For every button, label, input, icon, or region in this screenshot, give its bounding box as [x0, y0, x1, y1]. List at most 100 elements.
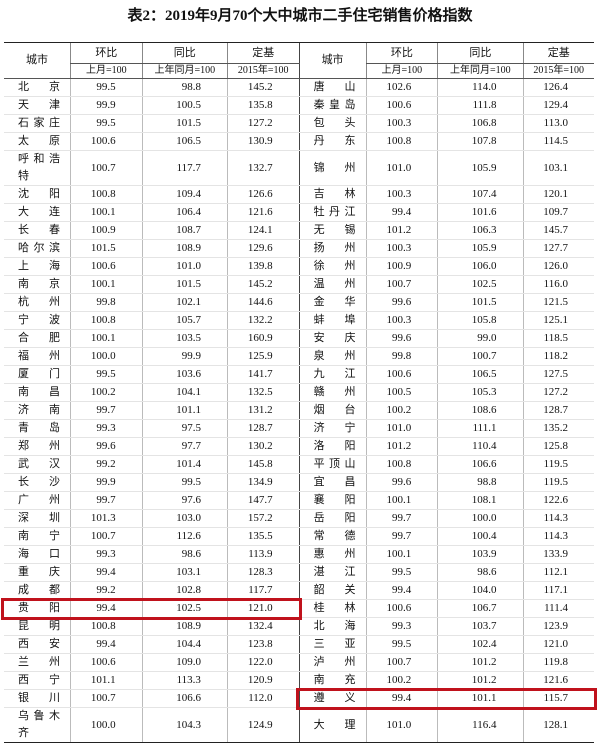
header-tb-sub: 上年同月=100 [437, 63, 523, 79]
city: 重庆 [4, 563, 71, 582]
mom-index: 100.3 [365, 114, 438, 133]
yoy-index: 109.4 [141, 185, 228, 204]
city: 贵阳 [4, 599, 71, 618]
mom-index: 99.2 [70, 581, 143, 600]
base-index: 120.1 [522, 185, 594, 204]
table-row: 青岛 99.3 97.5 128.7 济宁 101.0 111.1 135.2 [4, 419, 594, 438]
base-index: 145.2 [226, 78, 300, 97]
base-index: 109.7 [522, 203, 594, 222]
header-city: 城市 [298, 42, 367, 79]
city: 成都 [4, 581, 71, 600]
city: 海口 [4, 545, 71, 564]
city: 温州 [298, 275, 367, 294]
yoy-index: 106.5 [141, 132, 228, 151]
city: 北海 [298, 617, 367, 636]
yoy-index: 112.6 [141, 527, 228, 546]
yoy-index: 101.2 [437, 671, 523, 690]
mom-index: 99.3 [70, 419, 143, 438]
base-index: 115.7 [522, 689, 594, 708]
mom-index: 100.7 [70, 150, 143, 186]
mom-index: 100.3 [365, 185, 438, 204]
yoy-index: 108.7 [141, 221, 228, 240]
mom-index: 99.5 [70, 114, 143, 133]
city: 兰州 [4, 653, 71, 672]
table-row: 武汉 99.2 101.4 145.8 平顶山 100.8 106.6 119.5 [4, 455, 594, 474]
mom-index: 101.2 [365, 221, 438, 240]
base-index: 121.6 [226, 203, 300, 222]
city: 沈阳 [4, 185, 71, 204]
mom-index: 99.7 [70, 491, 143, 510]
table-row: 合肥 100.1 103.5 160.9 安庆 99.6 99.0 118.5 [4, 329, 594, 348]
city: 牡丹江 [298, 203, 367, 222]
yoy-index: 97.7 [141, 437, 228, 456]
yoy-index: 102.5 [141, 599, 228, 618]
header-tb-sub: 上年同月=100 [141, 63, 228, 79]
city: 石家庄 [4, 114, 71, 133]
base-index: 127.7 [522, 239, 594, 258]
table-row: 呼和浩特 100.7 117.7 132.7 锦州 101.0 105.9 103.1 [4, 150, 594, 186]
city: 上海 [4, 257, 71, 276]
city: 郑州 [4, 437, 71, 456]
city: 济南 [4, 401, 71, 420]
base-index: 125.8 [522, 437, 594, 456]
table-row: 银川 100.7 106.6 112.0 遵义 99.4 101.1 115.7 [4, 689, 594, 708]
base-index: 113.0 [522, 114, 594, 133]
city: 昆明 [4, 617, 71, 636]
table-row: 哈尔滨 101.5 108.9 129.6 扬州 100.3 105.9 127.7 [4, 239, 594, 258]
yoy-index: 103.1 [141, 563, 228, 582]
yoy-index: 110.4 [437, 437, 523, 456]
mom-index: 99.6 [365, 473, 438, 492]
mom-index: 100.8 [70, 617, 143, 636]
yoy-index: 106.5 [437, 365, 523, 384]
price-index-table: 城市 环比 同比 定基 城市 环比 同比 定基 上月=100 上年同月=100 … [4, 42, 594, 743]
mom-index: 99.6 [365, 293, 438, 312]
mom-index: 99.9 [70, 473, 143, 492]
yoy-index: 102.1 [141, 293, 228, 312]
city: 桂林 [298, 599, 367, 618]
yoy-index: 103.9 [437, 545, 523, 564]
city: 泸州 [298, 653, 367, 672]
yoy-index: 105.8 [437, 311, 523, 330]
table-title: 表2：2019年9月70个大中城市二手住宅销售价格指数 [127, 8, 473, 24]
yoy-index: 106.6 [141, 689, 228, 708]
header-dj: 定基 [522, 42, 594, 64]
city: 长沙 [4, 473, 71, 492]
yoy-index: 100.7 [437, 347, 523, 366]
base-index: 127.2 [522, 383, 594, 402]
base-index: 128.7 [522, 401, 594, 420]
table-row: 西宁 101.1 113.3 120.9 南充 100.2 101.2 121.6 [4, 671, 594, 690]
base-index: 124.1 [226, 221, 300, 240]
yoy-index: 114.0 [437, 78, 523, 97]
yoy-index: 102.8 [141, 581, 228, 600]
base-index: 127.2 [226, 114, 300, 133]
yoy-index: 117.7 [141, 150, 228, 186]
mom-index: 101.3 [70, 509, 143, 528]
city: 乌鲁木齐 [4, 707, 71, 743]
mom-index: 99.3 [365, 617, 438, 636]
mom-index: 100.8 [70, 311, 143, 330]
base-index: 133.9 [522, 545, 594, 564]
city: 大连 [4, 203, 71, 222]
mom-index: 101.5 [70, 239, 143, 258]
yoy-index: 111.8 [437, 96, 523, 115]
mom-index: 100.6 [365, 96, 438, 115]
base-index: 120.9 [226, 671, 300, 690]
table-row: 太原 100.6 106.5 130.9 丹东 100.8 107.8 114.5 [4, 132, 594, 151]
yoy-index: 99.9 [141, 347, 228, 366]
table-row: 兰州 100.6 109.0 122.0 泸州 100.7 101.2 119.8 [4, 653, 594, 672]
base-index: 135.8 [226, 96, 300, 115]
mom-index: 99.8 [70, 293, 143, 312]
city: 韶关 [298, 581, 367, 600]
base-index: 125.9 [226, 347, 300, 366]
city: 天津 [4, 96, 71, 115]
mom-index: 99.4 [365, 689, 438, 708]
mom-index: 99.7 [365, 527, 438, 546]
city: 深圳 [4, 509, 71, 528]
city: 哈尔滨 [4, 239, 71, 258]
base-index: 119.8 [522, 653, 594, 672]
yoy-index: 101.4 [141, 455, 228, 474]
table-row: 长沙 99.9 99.5 134.9 宜昌 99.6 98.8 119.5 [4, 473, 594, 492]
base-index: 125.1 [522, 311, 594, 330]
base-index: 111.4 [522, 599, 594, 618]
mom-index: 100.6 [365, 599, 438, 618]
